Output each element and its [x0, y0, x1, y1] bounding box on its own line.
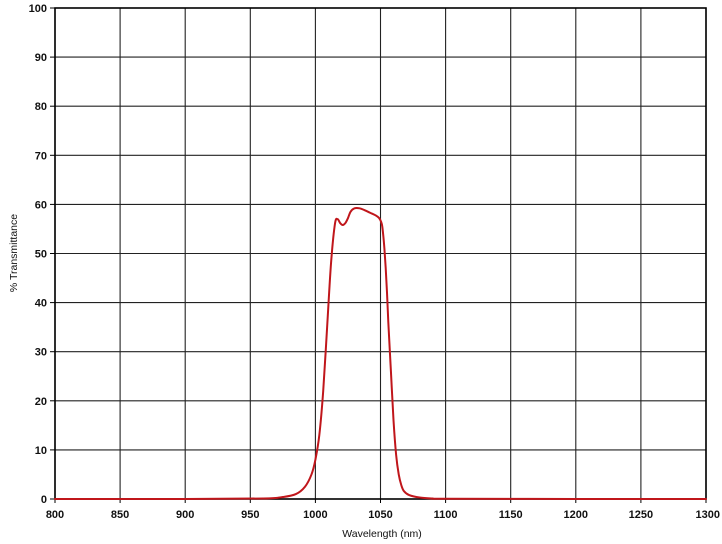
- x-tick-label: 1100: [434, 509, 458, 521]
- x-tick-label: 950: [241, 509, 259, 521]
- y-tick-label: 10: [35, 445, 47, 457]
- x-tick-label: 1150: [499, 509, 523, 521]
- y-tick-label: 90: [35, 52, 47, 64]
- x-tick-label: 850: [111, 509, 129, 521]
- y-tick-label: 80: [35, 101, 47, 113]
- plot-frame: [54, 7, 707, 500]
- axes: [50, 7, 707, 503]
- y-tick-label: 60: [35, 199, 47, 211]
- x-tick-label: 1300: [696, 509, 720, 521]
- y-tick-label: 20: [35, 396, 47, 408]
- y-tick-label: 0: [41, 494, 47, 506]
- series-layer: [54, 206, 707, 501]
- y-tick-label: 70: [35, 150, 47, 162]
- x-tick-label: 1050: [368, 509, 392, 521]
- y-tick-label: 40: [35, 298, 47, 310]
- series-line: [54, 206, 707, 501]
- y-tick-label: 50: [35, 249, 47, 261]
- x-tick-label: 1000: [303, 509, 327, 521]
- x-tick-labels: 800 850 900 950 1000 1050 1100 1150 1200 1250 1300: [46, 509, 720, 521]
- x-tick-label: 1250: [629, 509, 653, 521]
- x-axis-title: Wavelength (nm): [342, 528, 422, 540]
- y-tick-labels: 0 10 20 30 40 50 60 70 80 90 100: [29, 3, 47, 506]
- y-tick-label: 100: [29, 3, 47, 15]
- x-tick-label: 900: [176, 509, 194, 521]
- x-tick-label: 1200: [564, 509, 588, 521]
- y-axis-title: % Transmittance: [8, 214, 20, 292]
- x-tick-label: 800: [46, 509, 64, 521]
- y-tick-label: 30: [35, 347, 47, 359]
